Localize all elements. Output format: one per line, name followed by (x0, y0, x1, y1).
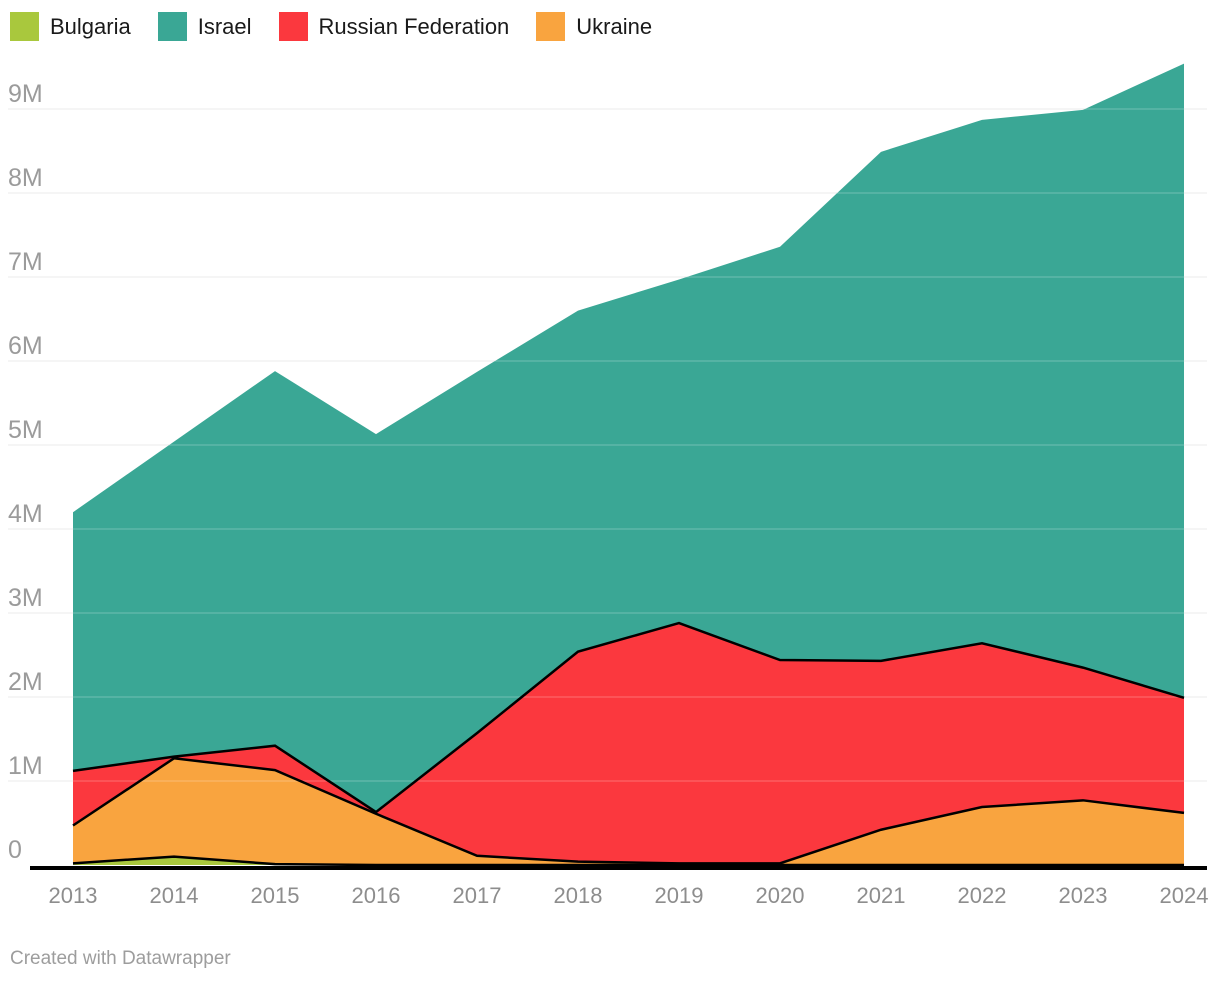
x-tick-label-2020: 2020 (756, 883, 805, 908)
legend-label-israel: Israel (197, 13, 252, 39)
x-tick-label-2017: 2017 (453, 883, 502, 908)
y-tick-label-9M: 9M (8, 80, 43, 108)
x-tick-label-2014: 2014 (150, 883, 199, 908)
x-tick-label-2016: 2016 (352, 883, 401, 908)
chart-legend: Bulgaria Israel Russian Federation Ukraine (10, 12, 652, 41)
legend-label-russian-federation: Russian Federation (318, 13, 510, 39)
legend-item-bulgaria: Bulgaria (10, 12, 131, 41)
legend-label-ukraine: Ukraine (576, 13, 653, 39)
legend-label-bulgaria: Bulgaria (50, 13, 131, 39)
area-ukraine (73, 758, 1184, 865)
attribution-text: Created with Datawrapper (10, 948, 231, 969)
area-israel (73, 63, 1184, 813)
x-tick-label-2023: 2023 (1059, 883, 1108, 908)
y-tick-label-8M: 8M (8, 164, 43, 192)
x-tick-label-2013: 2013 (49, 883, 98, 908)
y-tick-label-0: 0 (8, 836, 22, 864)
outline-ukraine (72, 757, 1185, 865)
y-tick-label-3M: 3M (8, 584, 43, 612)
x-tick-label-2015: 2015 (251, 883, 300, 908)
area-russian-federation (73, 623, 1184, 864)
y-tick-label-6M: 6M (8, 332, 43, 360)
legend-swatch-russian-federation (278, 12, 308, 41)
legend-swatch-bulgaria (10, 12, 39, 41)
x-tick-label-2024: 2024 (1160, 883, 1209, 908)
legend-item-israel: Israel (157, 12, 252, 41)
x-tick-label-2019: 2019 (655, 883, 704, 908)
y-tick-label-1M: 1M (8, 752, 43, 780)
y-tick-label-7M: 7M (8, 248, 43, 276)
y-tick-label-5M: 5M (8, 416, 43, 444)
outline-russian-federation (72, 621, 1185, 814)
legend-item-russian-federation: Russian Federation (278, 12, 510, 41)
outline-bulgaria (72, 855, 1184, 867)
x-tick-label-2021: 2021 (857, 883, 906, 908)
y-tick-label-4M: 4M (8, 500, 43, 528)
legend-item-ukraine: Ukraine (536, 12, 652, 41)
y-tick-label-2M: 2M (8, 668, 43, 696)
x-axis-line (30, 866, 1207, 870)
legend-swatch-ukraine (536, 12, 566, 41)
x-tick-label-2018: 2018 (554, 883, 603, 908)
legend-swatch-israel (157, 12, 187, 41)
x-tick-label-2022: 2022 (958, 883, 1007, 908)
